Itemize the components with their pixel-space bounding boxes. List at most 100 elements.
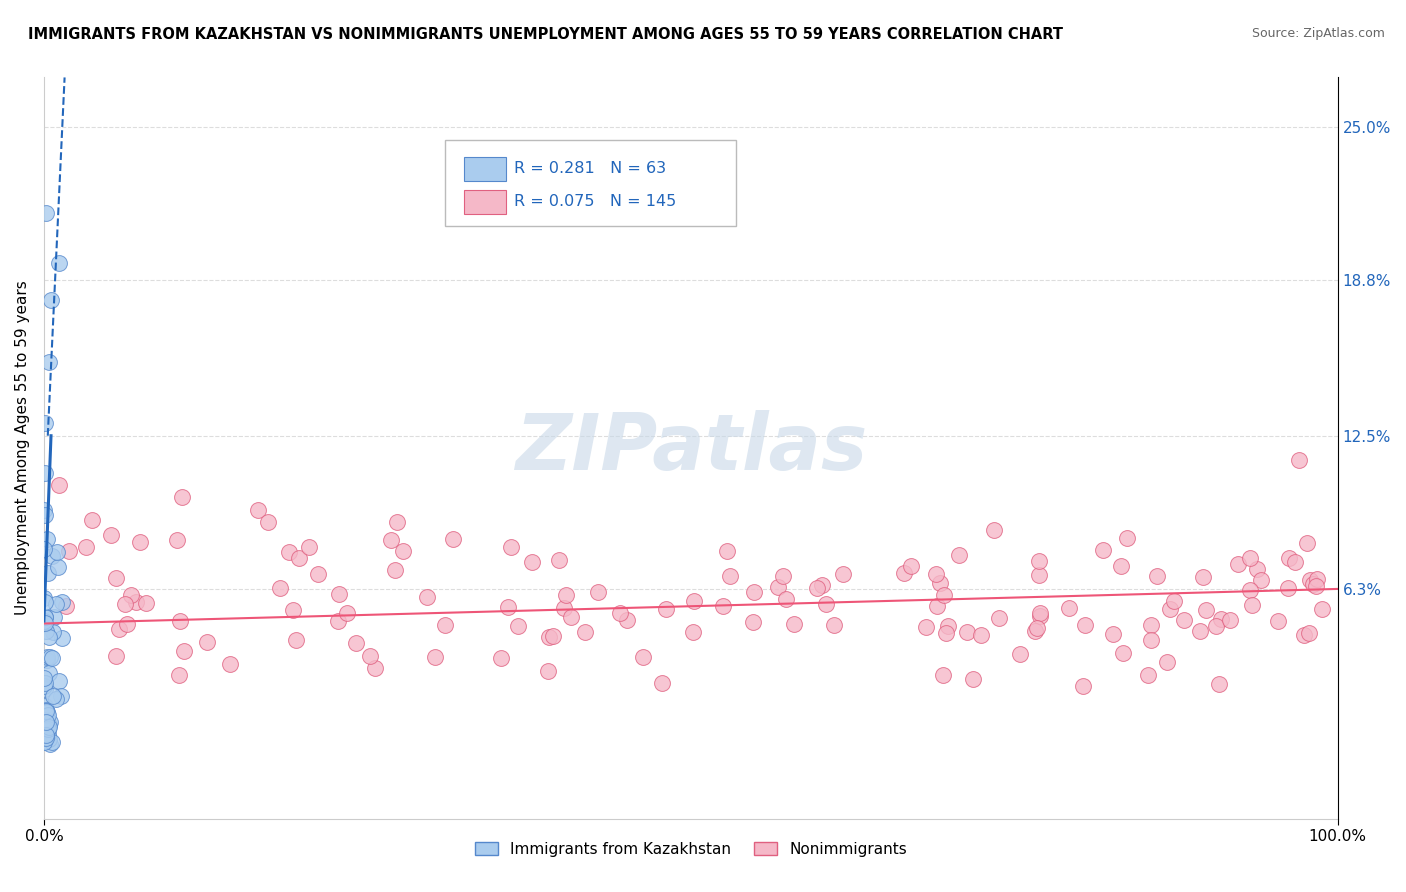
Point: [82, 513, 104, 527]
Point: [1209, 612, 1232, 626]
Point: [423, 649, 446, 664]
Point: [125, 595, 148, 609]
Point: [1024, 624, 1046, 639]
Point: [962, 672, 984, 686]
Point: [925, 566, 948, 581]
Point: [34, 699, 56, 714]
Point: [45, 692, 67, 706]
Point: [385, 515, 408, 529]
Point: [55, 599, 77, 613]
Point: [105, 571, 128, 585]
Point: [246, 503, 269, 517]
Point: [1278, 551, 1301, 566]
Point: [42, 690, 65, 704]
Point: [120, 589, 142, 603]
Point: [359, 649, 381, 664]
Point: [107, 622, 129, 636]
Point: [48, 478, 70, 492]
Point: [364, 661, 387, 675]
Point: [956, 625, 979, 640]
Point: [169, 614, 191, 628]
Point: [35, 206, 58, 220]
Point: [39, 293, 62, 307]
Text: ZIPatlas: ZIPatlas: [515, 410, 868, 486]
Point: [541, 629, 564, 643]
Point: [104, 648, 127, 663]
Point: [1312, 602, 1334, 616]
Point: [1026, 621, 1049, 635]
Point: [41, 735, 63, 749]
Point: [1102, 627, 1125, 641]
Point: [328, 587, 350, 601]
Point: [257, 515, 280, 529]
Point: [75, 540, 97, 554]
Point: [42, 624, 65, 639]
Point: [1226, 557, 1249, 571]
Point: [34, 610, 56, 624]
Point: [34, 682, 56, 697]
Point: [35, 731, 58, 745]
Point: [1109, 558, 1132, 573]
Point: [45, 597, 67, 611]
Point: [1091, 543, 1114, 558]
Point: [499, 540, 522, 554]
Point: [1246, 562, 1268, 576]
Point: [32, 614, 55, 628]
Point: [35, 728, 58, 742]
Point: [434, 618, 457, 632]
Point: [1111, 646, 1133, 660]
Point: [37, 726, 59, 740]
Point: [195, 634, 218, 648]
Point: [823, 618, 845, 632]
Point: [1239, 551, 1261, 566]
Point: [114, 597, 136, 611]
Point: [1195, 603, 1218, 617]
Point: [32, 713, 55, 727]
Point: [308, 566, 330, 581]
Point: [34, 508, 56, 522]
Point: [932, 588, 955, 602]
Point: [32, 541, 55, 556]
Point: [713, 599, 735, 613]
Point: [34, 706, 56, 720]
Point: [948, 548, 970, 562]
Point: [39, 737, 62, 751]
Point: [683, 594, 706, 608]
Point: [441, 533, 464, 547]
Point: [34, 595, 56, 609]
Point: [1173, 613, 1195, 627]
Point: [1267, 615, 1289, 629]
Point: [34, 466, 56, 480]
Point: [48, 673, 70, 688]
Point: [384, 563, 406, 577]
Point: [969, 628, 991, 642]
Point: [38, 715, 60, 730]
Point: [326, 614, 349, 628]
Point: [46, 544, 69, 558]
Point: [537, 664, 560, 678]
Point: [166, 533, 188, 548]
Point: [1284, 555, 1306, 569]
Point: [520, 555, 543, 569]
Point: [1140, 617, 1163, 632]
Point: [772, 569, 794, 583]
Point: [1296, 536, 1319, 550]
Point: [983, 524, 1005, 538]
Point: [37, 566, 59, 580]
Point: [38, 720, 60, 734]
Point: [1028, 554, 1050, 568]
Point: [391, 544, 413, 558]
Point: [1028, 606, 1050, 620]
Point: [298, 541, 321, 555]
Point: [38, 666, 60, 681]
Point: [283, 603, 305, 617]
Point: [288, 551, 311, 566]
Y-axis label: Unemployment Among Ages 55 to 59 years: Unemployment Among Ages 55 to 59 years: [15, 281, 30, 615]
Point: [32, 679, 55, 693]
Point: [41, 650, 63, 665]
Point: [718, 569, 741, 583]
Point: [58, 544, 80, 558]
Point: [35, 705, 58, 719]
Point: [1137, 668, 1160, 682]
Point: [651, 675, 673, 690]
